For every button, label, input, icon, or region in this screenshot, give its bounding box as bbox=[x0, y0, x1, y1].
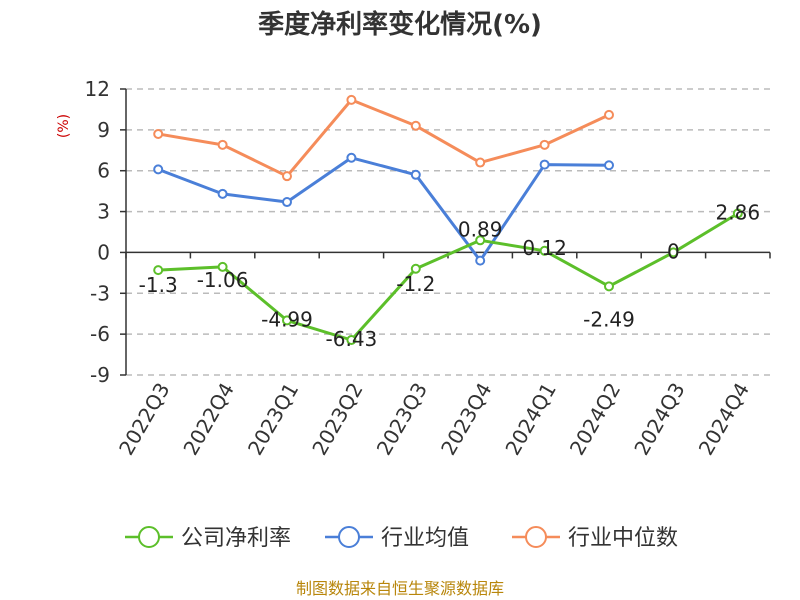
y-tick-label: -9 bbox=[90, 363, 110, 387]
data-point bbox=[604, 281, 614, 292]
x-tick-label: 2023Q2 bbox=[307, 379, 367, 460]
series bbox=[153, 94, 743, 345]
data-label: 0 bbox=[667, 239, 680, 263]
data-label: -6.43 bbox=[326, 327, 378, 351]
data-point bbox=[604, 160, 614, 171]
data-point bbox=[604, 109, 614, 120]
y-ticks: 12 9 6 3 0 -3 -6 -9 bbox=[85, 77, 126, 387]
data-point bbox=[539, 245, 550, 256]
data-point bbox=[410, 169, 421, 180]
data-point bbox=[346, 152, 357, 163]
data-labels: -1.3 -1.06 -4.99 -6.43 -1.2 0.89 0.12 -2.49 0 2.8… bbox=[139, 200, 760, 351]
y-axis-label: (%) bbox=[56, 114, 72, 138]
data-point bbox=[153, 164, 164, 175]
x-tick-label: 2023Q3 bbox=[372, 379, 432, 460]
series-line bbox=[157, 98, 610, 178]
y-tick-label: 3 bbox=[97, 200, 110, 224]
y-tick-label: -3 bbox=[90, 281, 110, 305]
x-tick-label: 2024Q3 bbox=[629, 379, 689, 460]
data-label: 0.89 bbox=[458, 217, 503, 241]
data-label: 0.12 bbox=[522, 236, 567, 260]
legend-item: 行业均值 bbox=[325, 526, 469, 551]
y-tick-label: 9 bbox=[97, 118, 110, 142]
legend-label: 行业均值 bbox=[381, 526, 469, 551]
data-point bbox=[410, 120, 421, 131]
data-point bbox=[153, 128, 164, 139]
legend-marker bbox=[525, 526, 547, 548]
x-tick-label: 2023Q4 bbox=[436, 379, 496, 460]
data-point bbox=[475, 255, 486, 266]
data-label: -1.06 bbox=[197, 268, 249, 292]
data-point bbox=[475, 235, 486, 246]
legend-label: 公司净利率 bbox=[181, 526, 291, 551]
data-point bbox=[346, 334, 357, 345]
data-point bbox=[217, 188, 228, 199]
legend-label: 行业中位数 bbox=[568, 526, 678, 551]
x-tick-label: 2023Q1 bbox=[243, 379, 303, 460]
data-point bbox=[475, 157, 486, 168]
data-point bbox=[539, 139, 550, 150]
x-tick-label: 2022Q4 bbox=[178, 379, 238, 460]
grid bbox=[126, 88, 770, 376]
legend-marker bbox=[338, 526, 360, 548]
data-point bbox=[153, 265, 164, 276]
x-tick-label: 2024Q1 bbox=[500, 379, 560, 460]
data-point bbox=[282, 197, 292, 208]
series-line bbox=[157, 156, 610, 263]
data-point bbox=[217, 261, 228, 272]
x-tick-label: 2024Q4 bbox=[694, 379, 754, 460]
x-ticks: 2022Q3 2022Q4 2023Q1 2023Q2 2023Q3 2023Q4 2024… bbox=[114, 379, 754, 460]
data-point bbox=[668, 247, 679, 258]
legend-marker bbox=[138, 526, 160, 548]
data-point bbox=[282, 171, 292, 182]
series-line bbox=[158, 212, 739, 342]
data-label: -1.2 bbox=[396, 272, 435, 296]
legend-item: 公司净利率 bbox=[125, 526, 291, 551]
y-tick-label: 0 bbox=[97, 240, 110, 264]
chart-title: 季度净利率变化情况(%) bbox=[258, 9, 542, 40]
data-point bbox=[217, 139, 228, 150]
y-tick-label: 6 bbox=[97, 159, 110, 183]
data-label: -4.99 bbox=[261, 307, 313, 331]
source-note: 制图数据来自恒生聚源数据库 bbox=[296, 579, 504, 598]
data-point bbox=[539, 159, 550, 170]
x-tick-label: 2022Q3 bbox=[114, 379, 174, 460]
data-label: -2.49 bbox=[583, 307, 635, 331]
data-point bbox=[346, 94, 357, 105]
y-tick-label: -6 bbox=[90, 322, 110, 346]
data-point bbox=[282, 315, 292, 326]
axes bbox=[125, 89, 771, 375]
data-point bbox=[410, 263, 421, 274]
legend: 公司净利率 行业均值 行业中位数 bbox=[125, 526, 678, 551]
legend-item: 行业中位数 bbox=[512, 526, 678, 551]
data-label: 2.86 bbox=[716, 200, 761, 224]
x-tick-label: 2024Q2 bbox=[565, 379, 625, 460]
data-point bbox=[732, 208, 743, 219]
data-label: -1.3 bbox=[139, 273, 178, 297]
y-tick-label: 12 bbox=[85, 77, 110, 101]
